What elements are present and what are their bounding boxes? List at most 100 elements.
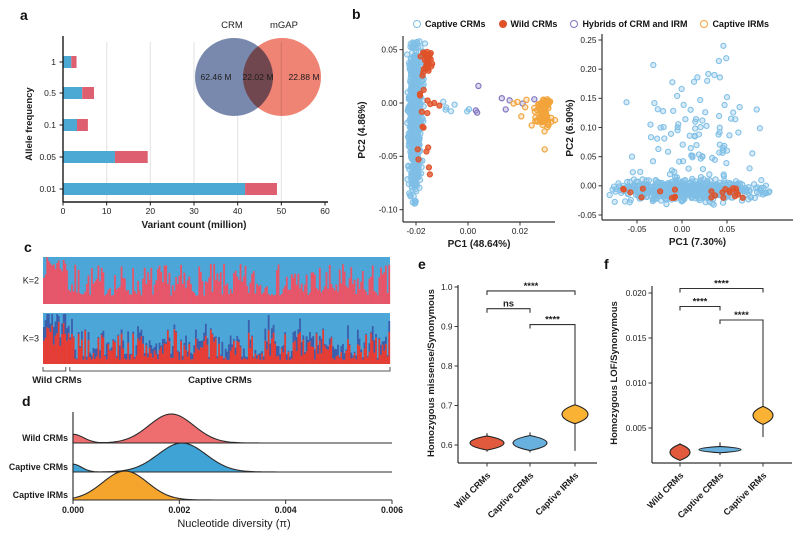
svg-text:Captive IRMs: Captive IRMs xyxy=(533,470,580,517)
scatter-points xyxy=(606,42,773,208)
legend-label: Captive CRMs xyxy=(425,19,486,29)
svg-text:0.000: 0.000 xyxy=(62,505,84,515)
svg-text:0.002: 0.002 xyxy=(168,505,190,515)
svg-text:0.010: 0.010 xyxy=(626,378,647,388)
violin-0 xyxy=(469,435,505,451)
svg-text:****: **** xyxy=(524,281,539,292)
svg-text:mGAP: mGAP xyxy=(270,20,298,31)
svg-text:0.00: 0.00 xyxy=(460,226,477,236)
legend-label: Captive IRMs xyxy=(712,19,769,29)
panel-b-pca-right: -0.05 0.00 0.05 -0.05 0.00 0.05 0.10 0.15 0.20 0.… xyxy=(565,34,793,248)
panel-label-b: b xyxy=(352,6,361,22)
svg-text:0.00: 0.00 xyxy=(674,224,691,234)
panel-b-pca-left: -0.02 0.00 0.02 -0.10 -0.05 0.00 0.05 PC1 (48.6… xyxy=(357,36,559,250)
panel-f-violin-lof: 0.005 0.010 0.015 0.020 Homozygous LOF/Synon… xyxy=(609,279,792,520)
panel-c-admixture: K=2 K=3 Wild CRMs Captive CRMs xyxy=(23,257,391,386)
panel-d-ridgeline: Wild CRMs Captive CRMs Captive IRMs 0.000 0.… xyxy=(9,412,403,530)
svg-text:Variant count (million): Variant count (million) xyxy=(141,220,246,231)
svg-text:-0.10: -0.10 xyxy=(379,204,398,214)
scatter-points xyxy=(403,38,559,207)
svg-text:PC2 (6.90%): PC2 (6.90%) xyxy=(565,99,576,156)
svg-text:****: **** xyxy=(693,297,708,308)
svg-text:0.7: 0.7 xyxy=(441,400,453,410)
venn-crm-mgap: CRM mGAP 62.46 M 22.02 M 22.88 M xyxy=(195,20,321,116)
svg-text:CRM: CRM xyxy=(221,20,243,31)
svg-text:0.020: 0.020 xyxy=(626,288,647,298)
violin-2 xyxy=(561,404,589,425)
hybrid-marker-icon xyxy=(570,20,579,28)
svg-text:****: **** xyxy=(734,310,749,321)
svg-text:Wild CRMs: Wild CRMs xyxy=(645,470,685,510)
pca-legend: Captive CRMs Wild CRMs Hybrids of CRM and … xyxy=(413,19,769,29)
legend-item-wild: Wild CRMs xyxy=(498,19,558,29)
svg-text:40: 40 xyxy=(233,206,243,216)
svg-text:0.02: 0.02 xyxy=(512,226,529,236)
violin-1 xyxy=(512,434,548,452)
svg-text:****: **** xyxy=(545,315,560,326)
svg-text:0.8: 0.8 xyxy=(441,361,453,371)
svg-text:Wild CRMs: Wild CRMs xyxy=(452,470,492,510)
svg-text:0.015: 0.015 xyxy=(626,333,647,343)
svg-text:Captive CRMs: Captive CRMs xyxy=(188,375,252,386)
svg-text:ns: ns xyxy=(503,299,514,310)
svg-text:0.004: 0.004 xyxy=(275,505,297,515)
bars xyxy=(63,56,277,195)
legend-item-irm: Captive IRMs xyxy=(700,19,769,29)
svg-text:0.5: 0.5 xyxy=(44,88,56,98)
svg-text:1.0: 1.0 xyxy=(441,282,453,292)
violin-2 xyxy=(752,405,774,425)
svg-text:22.02 M: 22.02 M xyxy=(242,72,273,82)
svg-text:0.25: 0.25 xyxy=(580,35,597,45)
svg-text:K=2: K=2 xyxy=(23,276,39,286)
svg-text:Captive IRMs: Captive IRMs xyxy=(721,470,768,517)
svg-text:0.05: 0.05 xyxy=(39,152,56,162)
svg-text:0: 0 xyxy=(61,206,66,216)
svg-text:Homozygous LOF/Synonymous: Homozygous LOF/Synonymous xyxy=(609,301,620,445)
svg-text:-0.05: -0.05 xyxy=(379,151,398,161)
legend-label: Hybrids of CRM and IRM xyxy=(582,19,688,29)
irm-marker-icon xyxy=(700,20,709,28)
panel-label-f: f xyxy=(604,256,609,272)
svg-text:0.15: 0.15 xyxy=(580,93,597,103)
svg-text:Allele frequency: Allele frequency xyxy=(24,87,35,161)
svg-text:0.20: 0.20 xyxy=(580,64,597,74)
svg-text:Wild CRMs: Wild CRMs xyxy=(32,375,82,386)
svg-text:0.6: 0.6 xyxy=(441,440,453,450)
svg-text:22.88 M: 22.88 M xyxy=(288,72,319,82)
svg-text:0.00: 0.00 xyxy=(381,98,398,108)
admixture-k2 xyxy=(43,257,391,304)
svg-text:PC1 (48.64%): PC1 (48.64%) xyxy=(448,239,511,250)
panel-label-d: d xyxy=(22,393,31,409)
panel-e-violin-missense: 0.6 0.7 0.8 0.9 1.0 Homozygous missense/Synon… xyxy=(426,281,597,520)
svg-text:K=3: K=3 xyxy=(23,334,39,344)
captive-marker-icon xyxy=(413,20,421,28)
violin-0 xyxy=(669,443,691,461)
svg-text:-0.05: -0.05 xyxy=(578,210,597,220)
svg-text:Captive CRMs: Captive CRMs xyxy=(9,462,68,472)
svg-text:-0.05: -0.05 xyxy=(628,224,647,234)
svg-text:Wild CRMs: Wild CRMs xyxy=(22,433,68,443)
svg-text:50: 50 xyxy=(277,206,287,216)
ridge-2 xyxy=(72,470,392,501)
svg-text:1: 1 xyxy=(51,57,56,67)
panel-label-a: a xyxy=(20,7,28,23)
svg-text:0.1: 0.1 xyxy=(44,120,56,130)
svg-text:60: 60 xyxy=(320,206,330,216)
svg-text:10: 10 xyxy=(102,206,112,216)
svg-text:Captive CRMs: Captive CRMs xyxy=(486,470,536,520)
svg-text:0.006: 0.006 xyxy=(381,505,403,515)
legend-item-hybrid: Hybrids of CRM and IRM xyxy=(570,19,687,29)
wild-marker-icon xyxy=(498,20,507,28)
svg-text:0.005: 0.005 xyxy=(626,423,647,433)
svg-text:PC2 (4.86%): PC2 (4.86%) xyxy=(357,101,368,158)
svg-text:PC1 (7.30%): PC1 (7.30%) xyxy=(669,237,726,248)
svg-text:0.05: 0.05 xyxy=(719,224,736,234)
ridge-1 xyxy=(72,442,392,473)
panel-label-c: c xyxy=(24,239,32,255)
admixture-k3 xyxy=(43,313,391,364)
svg-text:0.00: 0.00 xyxy=(580,181,597,191)
svg-text:20: 20 xyxy=(146,206,156,216)
svg-text:0.05: 0.05 xyxy=(580,151,597,161)
legend-label: Wild CRMs xyxy=(510,19,558,29)
ridge-0 xyxy=(72,413,392,444)
